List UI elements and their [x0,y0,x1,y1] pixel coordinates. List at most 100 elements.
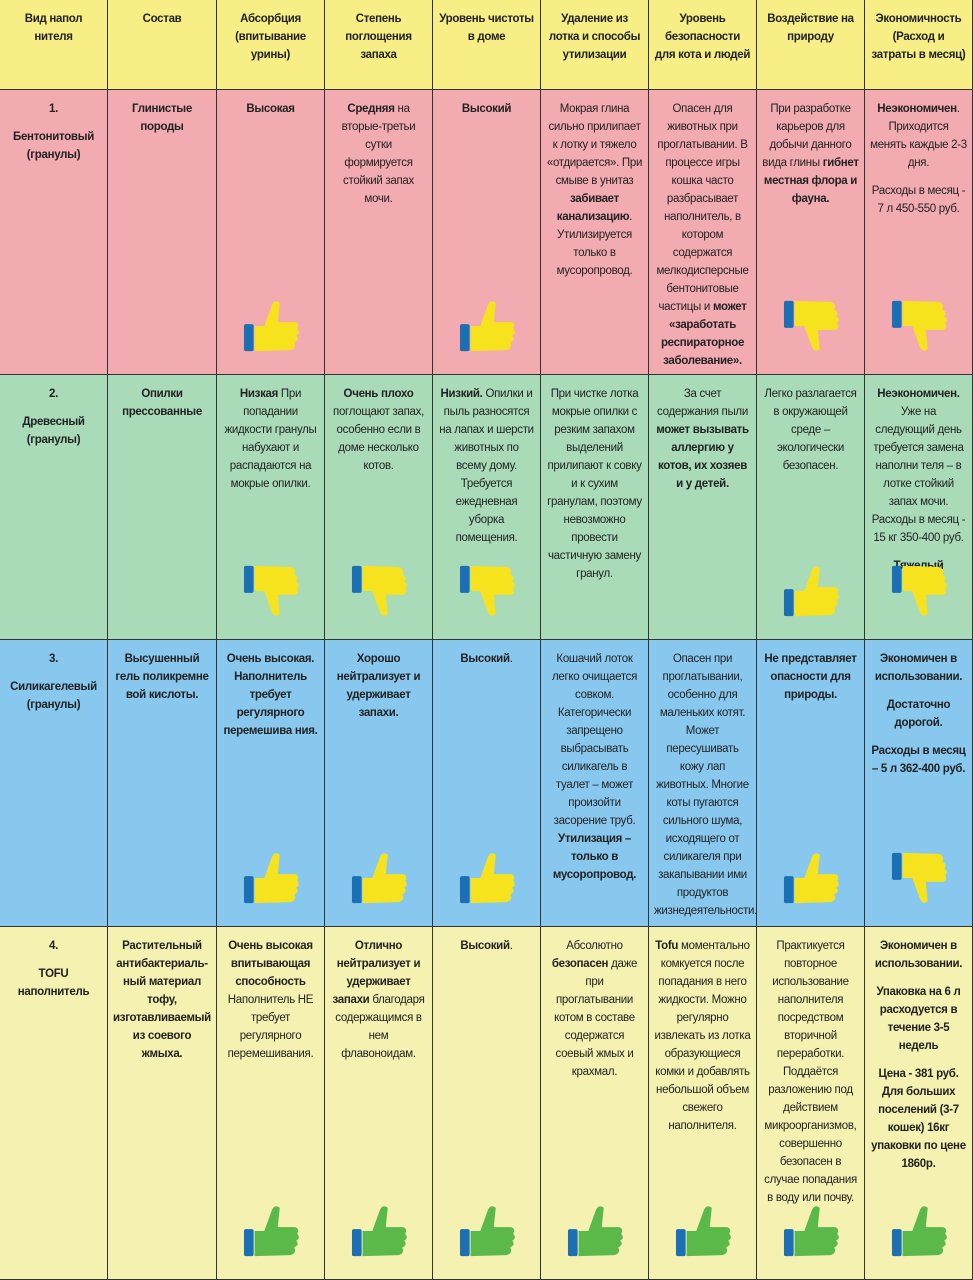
cell-paragraph: Глинистые породы [113,100,211,136]
thumb-up [783,566,839,617]
cell-paragraph: Легко разлагается в окружающей среде – э… [762,385,859,475]
cell-paragraph: За счет содержания пыли может вызывать а… [654,385,751,493]
thumb-up [351,853,407,904]
table-cell: 2. Древесный (гранулы) [0,375,108,640]
cell-text: Очень высокая. Наполнитель требует регул… [223,653,318,737]
table-cell: Хорошо нейтрализует и удерживает запахи. [325,640,433,927]
table-cell: Неэкономичен. Приходится менять каждые 2… [865,90,973,375]
cell-text: Растительный антибактериаль-ный материал… [113,940,211,1060]
cell-paragraph: Низкая При попадании жидкости гранулы на… [222,385,319,493]
table-cell: Опасен для животных при проглатывании. В… [649,90,757,375]
cell-text: 1. [49,103,58,115]
cell-text: Отлично нейтрализует и удерживает запахи [332,940,421,1006]
table-cell: 1. Бентонитовый (гранулы) [0,90,108,375]
header-cell: Уровень чистоты в доме [433,0,541,90]
cell-text: Экономичен в использовании. [874,940,963,970]
cell-text: Глинистые породы [132,103,192,133]
cell-paragraph: Не представляет опасности для природы. [762,650,859,704]
cell-paragraph: Неэкономичен. Приходится менять каждые 2… [870,100,967,172]
thumb-down [891,852,947,903]
cell-paragraph: Древесный (гранулы) [5,413,102,449]
cell-paragraph: Абсолютно безопасен даже при проглатыван… [546,937,643,1081]
cell-text: Высушенный гель поликремне вой кислоты. [115,653,209,701]
cell-text: Опилки и пыль разносятся на лапах и шерс… [439,388,534,544]
cell-paragraph: Отлично нейтрализует и удерживает запахи… [330,937,427,1063]
cell-text: Tofu [655,940,679,952]
cell-text: При попадании жидкости гранулы набухают … [224,388,317,490]
table-cell: Глинистые породы [108,90,217,375]
cell-paragraph: 1. [5,100,102,118]
cell-text: TOFU наполнитель [17,968,90,998]
cell-text: на вторые-третьи сутки формируется стойк… [341,103,416,205]
cell-text: Высокая [246,103,295,115]
cell-paragraph: Расходы в месяц – 5 л 362-400 руб. [870,742,967,778]
cell-paragraph: Достаточно дорогой. [870,696,967,732]
cell-paragraph: TOFU наполнитель [5,965,102,1001]
cell-text: За счет содержания пыли [657,388,748,418]
cell-text: Практикуется повторное использование нап… [764,940,857,1204]
cell-text: Бентонитовый (гранулы) [13,131,94,161]
thumb-down [459,565,515,616]
thumb-up [459,853,515,904]
table-cell: Экономичен в использовании. Упаковка на 6… [865,927,973,1280]
table-cell: Высокий [433,90,541,375]
thumb-up [459,1206,515,1257]
cell-paragraph: Мокрая глина сильно прилипает к лотку и … [546,100,643,280]
cell-text: Расходы в месяц – 5 л 362-400 руб. [871,745,966,775]
header-cell: Экономичность (Расход и затраты в месяц) [865,0,973,90]
cell-text: Опасен при проглатывании, особенно для м… [654,653,758,917]
cell-paragraph: Низкий. Опилки и пыль разносятся на лапа… [438,385,535,547]
cell-paragraph: Экономичен в использовании. [870,937,967,973]
table-cell: Высокая [217,90,325,375]
table-cell: Экономичен в использовании. Достаточно до… [865,640,973,927]
thumb-up [567,1206,623,1257]
cell-paragraph: При разработке карьеров для добычи данно… [762,100,859,208]
cell-paragraph: Опасен для животных при проглатывании. В… [654,100,751,370]
cell-paragraph: 3. [5,650,102,668]
cell-text: Неэкономичен [877,103,957,115]
cell-text: Абсолютно [566,940,623,952]
cell-paragraph: Растительный антибактериаль-ный материал… [113,937,211,1063]
table-cell: Очень плохо поглощают запах, особенно ес… [325,375,433,640]
cell-paragraph: 4. [5,937,102,955]
cell-text: Хорошо нейтрализует и удерживает запахи. [336,653,421,719]
cell-paragraph: Неэкономичен. Уже на следующий день треб… [870,385,967,547]
cell-text: . [509,940,513,952]
table-cell: Низкая При попадании жидкости гранулы на… [217,375,325,640]
cell-text: Очень плохо [343,388,414,400]
cell-paragraph: Бентонитовый (гранулы) [5,128,102,164]
cell-text: Не представляет опасности для природы. [764,653,857,701]
table-cell: Очень высокая впитывающая способность На… [217,927,325,1280]
header-cell: Уровень безопасности для кота и людей [649,0,757,90]
cell-paragraph: Очень высокая впитывающая способность На… [222,937,319,1063]
cell-text: может «заработать респираторное заболева… [660,301,747,367]
table-cell: Tofu моментально комкуется после попадан… [649,927,757,1280]
table-cell: Очень высокая. Наполнитель требует регул… [217,640,325,927]
cell-text: Высокий [460,653,510,665]
table-cell: Легко разлагается в окружающей среде – э… [757,375,865,640]
cell-text: Высокий [461,103,512,115]
thumb-up [243,1206,299,1257]
cell-text: Опасен для животных при проглатывании. В… [656,103,749,313]
cell-paragraph: Кошачий лоток легко очищается совком. Ка… [546,650,643,884]
header-cell: Состав [108,0,217,90]
table-cell: Растительный антибактериаль-ный материал… [108,927,217,1280]
cell-text: Древесный (гранулы) [22,416,85,446]
table-cell: 3. Силикагелевый (гранулы) [0,640,108,927]
table-cell: За счет содержания пыли может вызывать а… [649,375,757,640]
table-cell: Не представляет опасности для природы. [757,640,865,927]
cell-text: Низкая [239,388,279,400]
cell-text: безопасен [551,958,609,970]
table-cell: Кошачий лоток легко очищается совком. Ка… [541,640,649,927]
thumb-down [891,565,947,616]
cell-text: Цена - 381 руб. Для больших поселений (3… [871,1068,966,1170]
cell-text: Расходы в месяц - 7 л 450-550 руб. [871,185,966,215]
table-cell: Высушенный гель поликремне вой кислоты. [108,640,217,927]
cell-text: 2. [49,388,58,400]
table-cell: При разработке карьеров для добычи данно… [757,90,865,375]
cell-paragraph: Высокий. [438,650,535,668]
cell-paragraph: Силикагелевый (гранулы) [5,678,102,714]
cell-text: благодаря содержащимся в нем флавоноидам… [335,994,425,1060]
cell-paragraph: Практикуется повторное использование нап… [762,937,859,1207]
